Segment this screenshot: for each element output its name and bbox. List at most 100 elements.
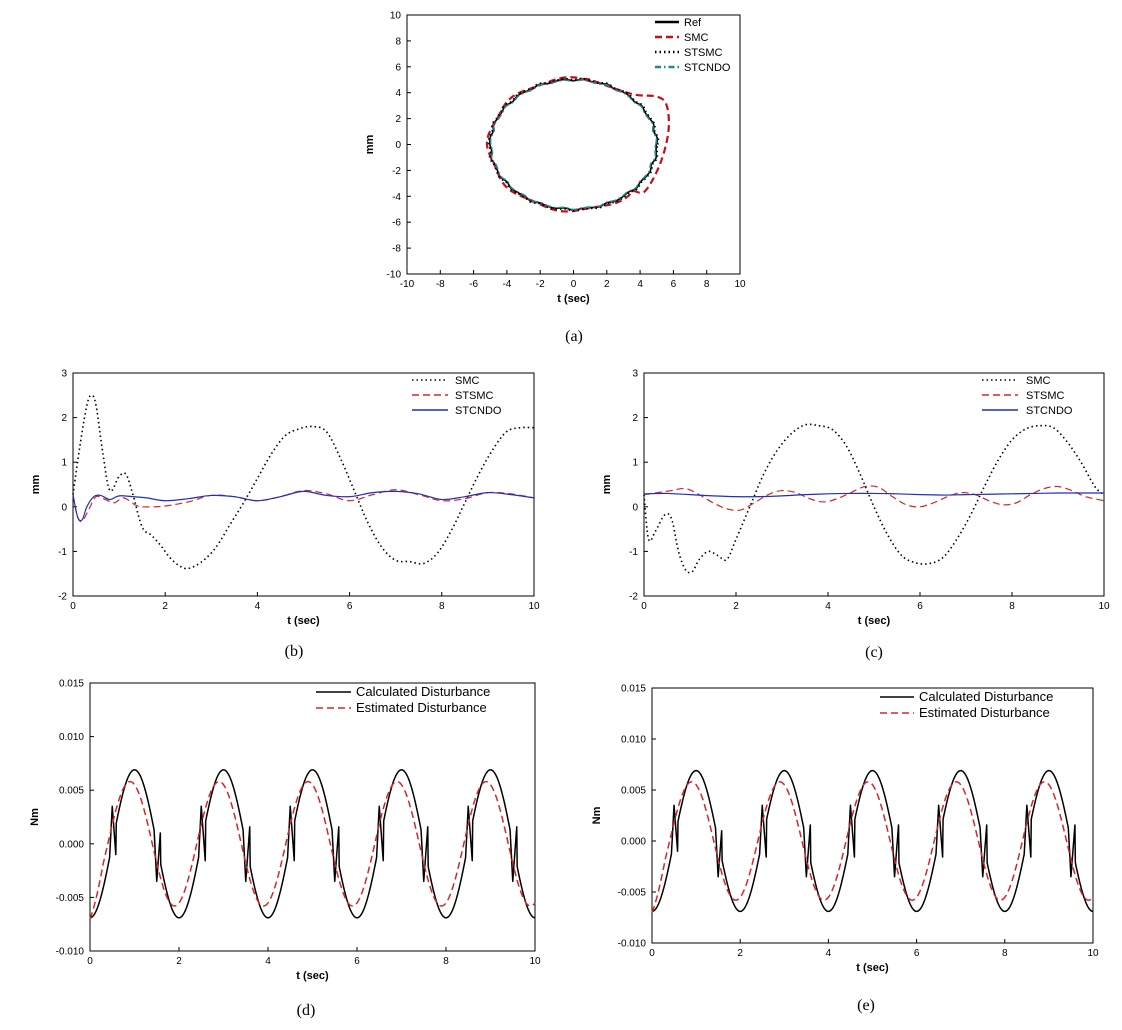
plot-frame <box>651 687 1094 944</box>
legend-label: Estimated Disturbance <box>356 700 487 715</box>
x-tick-label: 6 <box>671 279 677 290</box>
y-tick-label: 0.010 <box>621 735 646 746</box>
y-tick-label: 0 <box>61 502 67 513</box>
y-tick-label: -10 <box>387 270 402 281</box>
y-tick-label: 1 <box>61 458 67 469</box>
y-tick-label: 0.015 <box>59 679 84 690</box>
legend: Ref SMC STSMC STCNDO <box>655 17 731 74</box>
legend-label: Ref <box>684 17 702 29</box>
legend: SMC STSMC STCNDO <box>412 375 502 417</box>
y-tick-label: 3 <box>61 369 67 380</box>
x-tick-label: 2 <box>737 948 743 959</box>
y-tick-label: 0.005 <box>59 786 84 797</box>
panel-a: -10 -8 -6 -4 -2 0 2 4 6 8 10 10 8 6 4 2 0 -2 -4 -6 -8 -10 t (s… <box>364 11 746 346</box>
x-tick-label: 4 <box>255 601 261 612</box>
legend: SMC STSMC STCNDO <box>982 375 1073 417</box>
y-tick-label: -2 <box>58 592 67 603</box>
x-tick-label: 10 <box>529 956 541 967</box>
y-tick-label: -1 <box>58 547 67 558</box>
y-tick-label: -8 <box>392 244 401 255</box>
y-tick-label: 0.000 <box>59 839 84 850</box>
series-line-stsmc <box>643 485 1105 512</box>
x-tick-label: 2 <box>162 601 168 612</box>
series-line-stsmc <box>487 77 660 212</box>
x-axis-label: t (sec) <box>287 615 320 627</box>
plot-frame <box>643 372 1105 597</box>
y-tick-label: 2 <box>395 114 401 125</box>
y-tick-label: 8 <box>395 36 401 47</box>
x-tick-label: 4 <box>265 956 271 967</box>
x-tick-label: 2 <box>176 956 182 967</box>
panel-caption: (b) <box>285 643 304 660</box>
y-tick-label: 3 <box>632 369 638 380</box>
x-tick-label: -10 <box>400 279 415 290</box>
x-tick-label: 8 <box>704 279 710 290</box>
x-tick-label: 8 <box>443 956 449 967</box>
y-tick-label: -0.005 <box>56 893 85 904</box>
series-line-stcndo <box>643 492 1104 498</box>
x-tick-label: 8 <box>439 601 445 612</box>
legend-label: Estimated Disturbance <box>919 705 1050 720</box>
x-axis-label: t (sec) <box>858 615 891 627</box>
x-tick-label: 8 <box>1002 948 1008 959</box>
legend-label: SMC <box>684 32 709 44</box>
x-tick-label: 6 <box>347 601 353 612</box>
legend-label: STSMC <box>1026 390 1065 402</box>
legend-label: Calculated Disturbance <box>919 689 1053 704</box>
panel-d: 0 2 4 6 8 10 0.015 0.010 0.005 0.000 -0.005 -0.010 t… <box>29 679 541 1020</box>
legend-label: STCNDO <box>455 405 502 417</box>
y-axis-label: mm <box>364 135 376 155</box>
legend-label: SMC <box>455 375 480 387</box>
y-tick-label: 0.010 <box>59 732 84 743</box>
series-line-stcndo <box>489 79 658 211</box>
x-tick-label: -4 <box>502 279 511 290</box>
y-axis-label: mm <box>601 475 613 495</box>
y-tick-label: -0.010 <box>56 947 85 958</box>
series-line-stcndo <box>72 490 535 522</box>
series-line-stsmc <box>72 489 535 523</box>
y-tick-label: 0.015 <box>621 684 646 695</box>
y-tick-label: -0.010 <box>618 939 647 950</box>
panel-caption: (a) <box>565 328 583 345</box>
y-tick-label: 2 <box>632 413 638 424</box>
y-tick-label: -1 <box>629 547 638 558</box>
y-axis-label: Nm <box>29 808 41 826</box>
y-tick-label: 2 <box>61 413 67 424</box>
legend-label: Calculated Disturbance <box>356 684 490 699</box>
x-tick-label: 0 <box>87 956 93 967</box>
x-tick-label: 0 <box>70 601 76 612</box>
x-tick-label: -6 <box>469 279 478 290</box>
x-tick-label: 6 <box>917 601 923 612</box>
panel-caption: (e) <box>857 997 875 1014</box>
y-tick-label: 1 <box>632 458 638 469</box>
x-tick-label: 10 <box>1098 601 1110 612</box>
x-tick-label: -2 <box>536 279 545 290</box>
series-line-calculated <box>651 769 1094 913</box>
x-tick-label: 10 <box>734 279 746 290</box>
plot-frame <box>89 682 536 952</box>
legend-label: STSMC <box>455 390 494 402</box>
y-tick-label: 0.000 <box>621 837 646 848</box>
panel-caption: (c) <box>865 644 883 661</box>
legend-label: STSMC <box>684 47 723 59</box>
x-tick-label: 0 <box>649 948 655 959</box>
x-tick-label: 6 <box>914 948 920 959</box>
y-tick-label: 0.005 <box>621 786 646 797</box>
series-line-estimated <box>651 781 1094 913</box>
series-line-estimated <box>89 780 536 920</box>
x-axis-label: t (sec) <box>856 962 889 974</box>
panel-caption: (d) <box>297 1002 316 1019</box>
legend-label: STCNDO <box>684 62 731 74</box>
x-tick-label: 0 <box>571 279 577 290</box>
y-tick-label: 10 <box>390 11 402 22</box>
x-tick-label: 4 <box>637 279 643 290</box>
x-axis-label: t (sec) <box>296 970 329 982</box>
plot-frame <box>72 372 535 597</box>
x-tick-label: -8 <box>436 279 445 290</box>
y-tick-label: 4 <box>395 88 401 99</box>
